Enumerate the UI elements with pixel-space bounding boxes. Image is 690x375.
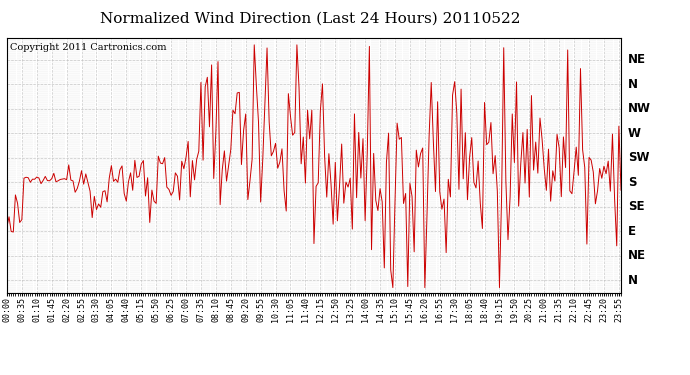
Text: N: N [628,274,638,287]
Text: NW: NW [628,102,651,115]
Text: Copyright 2011 Cartronics.com: Copyright 2011 Cartronics.com [10,43,166,52]
Text: N: N [628,78,638,91]
Text: SE: SE [628,200,644,213]
Text: SW: SW [628,151,649,164]
Text: S: S [628,176,636,189]
Text: Normalized Wind Direction (Last 24 Hours) 20110522: Normalized Wind Direction (Last 24 Hours… [100,11,521,25]
Text: NE: NE [628,53,646,66]
Text: NE: NE [628,249,646,262]
Text: E: E [628,225,636,238]
Text: W: W [628,127,641,140]
